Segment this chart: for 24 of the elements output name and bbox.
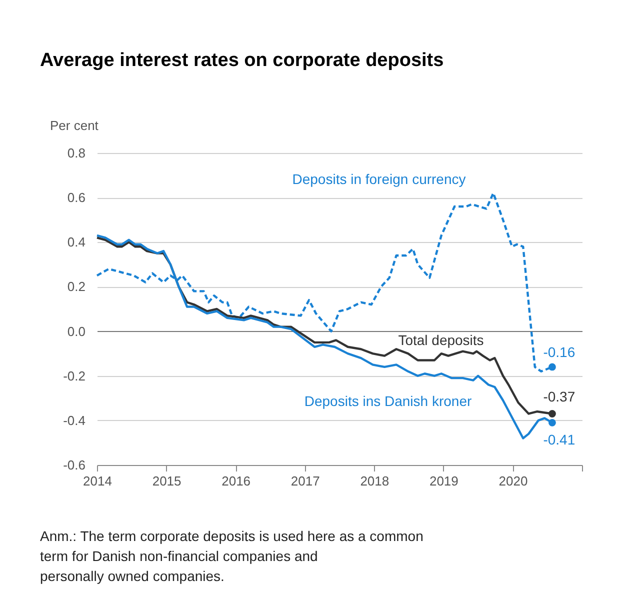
y-tick-label: 0.8 [67,146,86,160]
x-tick-label: 2020 [498,474,528,488]
y-tick-label: 0.2 [67,279,86,294]
y-tick-label: -0.4 [63,412,86,428]
series-label: Total deposits [398,332,484,348]
data-label: -0.37 [543,388,576,405]
x-tick-label: 2016 [222,474,251,488]
y-tick-label: -0.6 [63,458,86,472]
x-tick-label: 2018 [360,474,390,488]
data-label: -0.16 [543,344,576,360]
y-tick-label: -0.2 [63,368,86,384]
data-label: -0.41 [543,432,576,448]
x-tick-label: 2014 [83,474,112,488]
y-axis-title: Per cent [50,118,99,133]
x-tick-label: 2015 [152,474,182,488]
x-tick-label: 2017 [290,474,320,488]
x-tick-label: 2019 [429,474,458,488]
chart-title: Average interest rates on corporate deposits [40,50,444,71]
series-label: Deposits in foreign currency [292,171,466,187]
text: Anm.: The term corporate deposits is used here as a common term for Danish non-financial companies and personally owned companies. [40,528,424,584]
y-tick-label: 0.6 [67,190,86,206]
y-tick-label: 0.4 [67,234,86,250]
series-label: Deposits ins Danish kroner [304,393,472,409]
y-tick-label: 0.0 [67,324,86,339]
